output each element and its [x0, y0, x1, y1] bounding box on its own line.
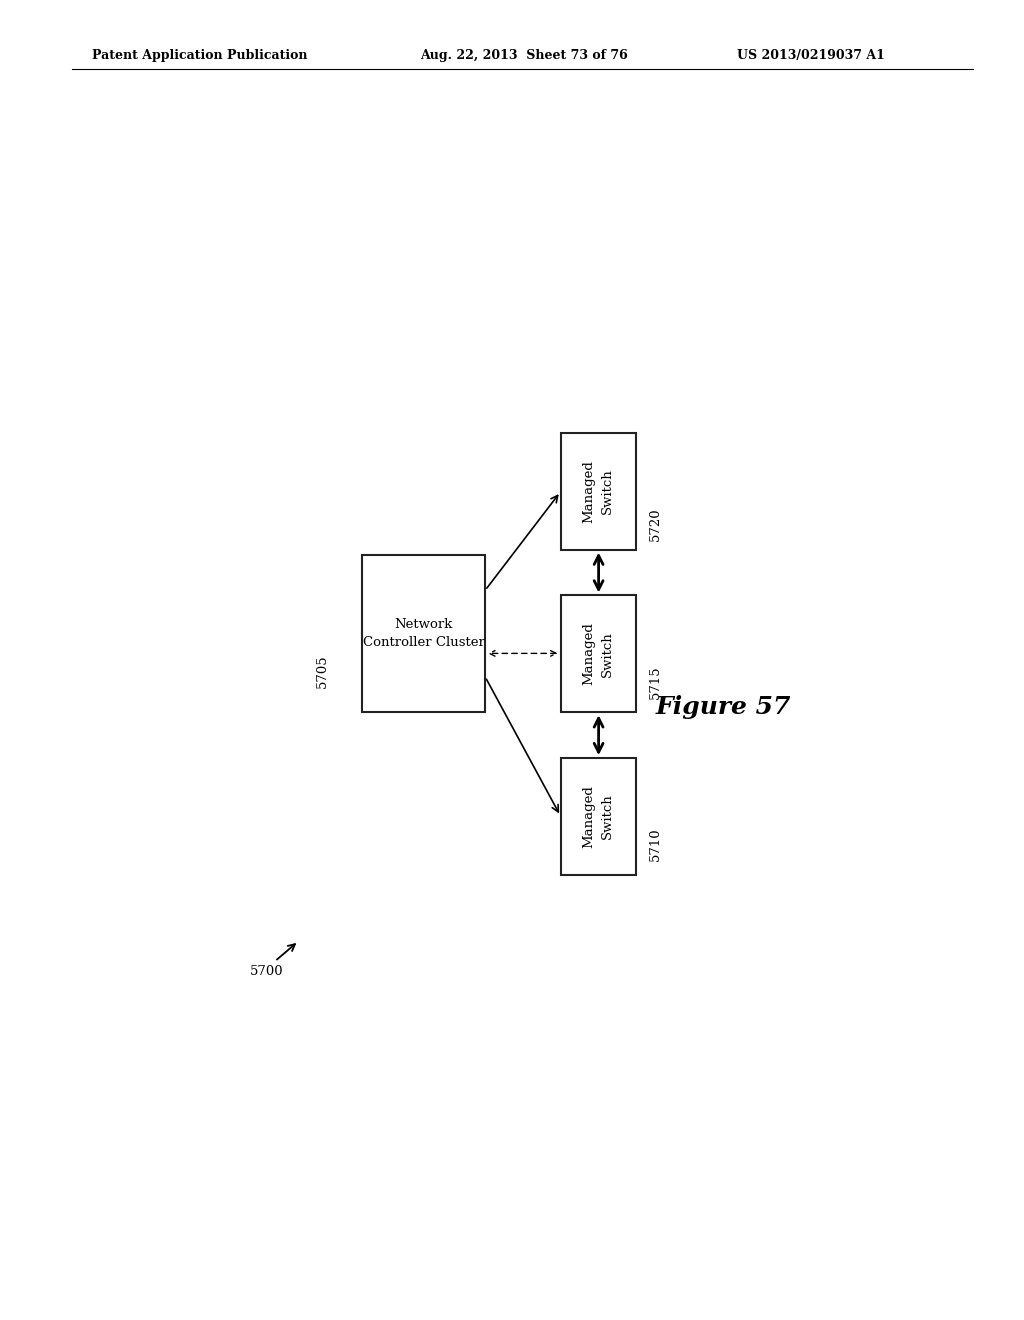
Bar: [560, 433, 636, 549]
Bar: [362, 554, 485, 713]
Text: Aug. 22, 2013  Sheet 73 of 76: Aug. 22, 2013 Sheet 73 of 76: [420, 49, 628, 62]
Text: 5715: 5715: [649, 665, 663, 698]
Text: US 2013/0219037 A1: US 2013/0219037 A1: [737, 49, 885, 62]
Text: 5705: 5705: [316, 655, 329, 689]
Bar: [560, 758, 636, 875]
Text: Patent Application Publication: Patent Application Publication: [92, 49, 307, 62]
Text: Managed
Switch: Managed Switch: [583, 623, 613, 685]
Text: 5710: 5710: [649, 828, 663, 861]
Text: Network
Controller Cluster: Network Controller Cluster: [362, 618, 484, 649]
Text: 5700: 5700: [250, 965, 284, 978]
Bar: [560, 595, 636, 713]
Text: 5720: 5720: [649, 507, 663, 541]
Text: Figure 57: Figure 57: [655, 696, 791, 719]
Text: Managed
Switch: Managed Switch: [583, 785, 613, 847]
Text: Managed
Switch: Managed Switch: [583, 459, 613, 523]
